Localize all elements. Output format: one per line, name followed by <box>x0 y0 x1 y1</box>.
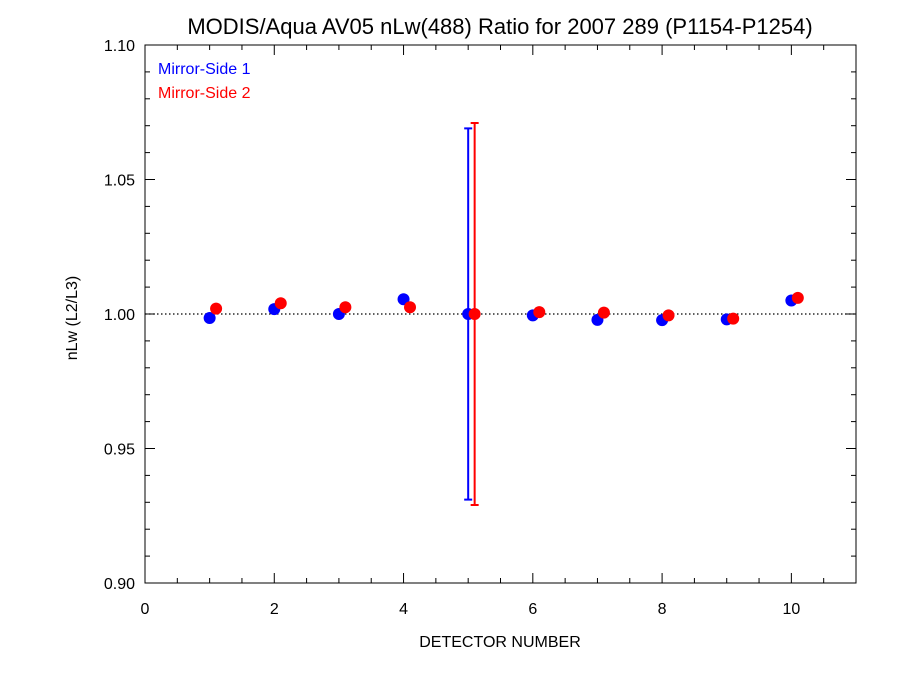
y-tick-label: 0.95 <box>104 442 135 459</box>
x-axis-label: DETECTOR NUMBER <box>419 634 581 651</box>
x-tick-label: 10 <box>782 601 800 618</box>
x-tick-label: 6 <box>528 601 537 618</box>
axis-ticks <box>144 44 857 584</box>
data-point <box>533 306 546 319</box>
data-point <box>397 293 410 306</box>
y-tick-label: 1.05 <box>104 173 135 190</box>
chart-title: MODIS/Aqua AV05 nLw(488) Ratio for 2007 … <box>187 14 812 39</box>
data-point <box>662 309 675 322</box>
legend: Mirror-Side 1 Mirror-Side 2 <box>158 61 251 102</box>
y-tick-label: 1.00 <box>104 307 135 324</box>
data-point <box>404 301 417 314</box>
x-tick-label: 8 <box>658 601 667 618</box>
data-point <box>791 291 804 304</box>
x-tick-label: 4 <box>399 601 408 618</box>
x-tick-label: 0 <box>141 601 150 618</box>
data-point <box>597 306 610 319</box>
data-point <box>274 297 287 310</box>
data-point <box>727 312 740 325</box>
y-axis-label: nLw (L2/L3) <box>64 276 81 361</box>
legend-entry: Mirror-Side 2 <box>158 85 251 102</box>
y-tick-label: 0.90 <box>104 576 135 593</box>
data-point <box>203 312 216 325</box>
data-points <box>203 291 804 327</box>
x-tick-label: 2 <box>270 601 279 618</box>
data-point <box>210 302 223 315</box>
data-point <box>339 301 352 314</box>
data-point <box>468 308 481 320</box>
y-tick-label: 1.10 <box>104 38 135 55</box>
legend-entry: Mirror-Side 1 <box>158 61 251 78</box>
axis-tick-labels: 0 2 4 6 8 10 0.90 0.95 1.00 1.05 1.10 <box>104 38 801 618</box>
